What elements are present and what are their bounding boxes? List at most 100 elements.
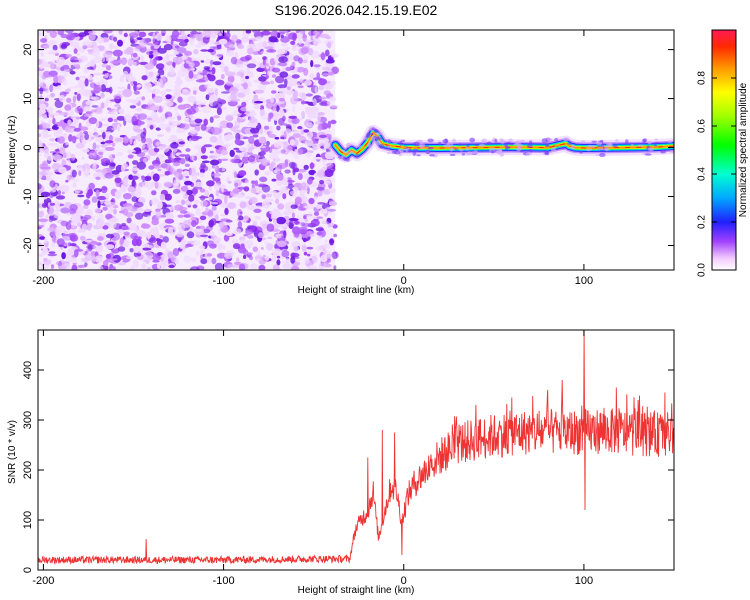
noise-blob: [318, 78, 328, 86]
noise-blob: [319, 139, 324, 146]
noise-blob: [145, 106, 150, 110]
track-speckle: [546, 137, 553, 142]
noise-blob: [64, 104, 72, 111]
noise-blob: [93, 72, 103, 76]
noise-blob: [107, 131, 111, 134]
noise-blob: [182, 90, 191, 96]
noise-blob: [143, 208, 152, 212]
track-speckle: [371, 127, 375, 130]
noise-blob: [147, 231, 151, 240]
noise-blob: [59, 147, 66, 154]
track-speckle: [506, 146, 511, 149]
noise-blob: [257, 183, 267, 188]
noise-blob: [202, 160, 210, 164]
noise-blob: [105, 244, 115, 250]
noise-blob: [289, 139, 296, 146]
noise-blob: [113, 105, 122, 113]
noise-blob: [254, 169, 259, 176]
y-tick-label: -10: [22, 189, 34, 205]
noise-blob: [100, 92, 105, 99]
noise-blob: [202, 69, 208, 76]
noise-blob: [203, 66, 211, 70]
noise-blob: [107, 220, 117, 229]
noise-blob: [38, 71, 43, 77]
noise-blob: [121, 178, 130, 185]
noise-blob: [39, 236, 46, 240]
noise-blob: [207, 196, 213, 201]
noise-blob: [183, 194, 188, 200]
noise-blob: [238, 170, 247, 177]
noise-blob: [104, 143, 112, 146]
noise-blob: [113, 45, 118, 49]
noise-blob: [62, 42, 70, 47]
noise-blob: [180, 123, 190, 130]
noise-blob: [222, 245, 226, 250]
noise-blob: [199, 245, 206, 250]
noise-blob: [215, 79, 225, 86]
noise-blob: [210, 30, 219, 33]
noise-blob: [93, 243, 103, 251]
noise-blob: [61, 236, 71, 241]
noise-blob: [147, 89, 152, 93]
noise-blob: [276, 125, 281, 131]
noise-blob: [55, 225, 66, 233]
track-speckle: [486, 141, 492, 145]
noise-blob: [199, 188, 206, 193]
noise-blob: [69, 41, 80, 47]
noise-blob: [258, 76, 267, 82]
noise-blob: [150, 45, 155, 51]
noise-blob: [154, 182, 159, 189]
noise-blob: [109, 258, 118, 261]
noise-blob: [315, 35, 319, 39]
noise-blob: [245, 252, 254, 255]
noise-blob: [204, 84, 208, 89]
noise-blob: [165, 94, 172, 100]
noise-blob: [283, 230, 287, 239]
noise-blob: [228, 44, 237, 48]
noise-blob: [208, 156, 218, 159]
noise-blob: [106, 65, 111, 71]
noise-blob: [185, 60, 190, 65]
noise-blob: [100, 141, 106, 145]
noise-blob: [66, 151, 72, 159]
noise-blob: [298, 226, 308, 234]
track-speckle: [660, 150, 666, 154]
noise-blob: [288, 115, 298, 119]
noise-blob: [330, 119, 337, 125]
noise-blob: [102, 131, 106, 140]
noise-blob: [220, 73, 225, 80]
noise-blob: [320, 52, 326, 61]
noise-blob: [159, 156, 166, 163]
noise-blob: [314, 86, 318, 93]
noise-blob: [143, 259, 149, 263]
noise-blob: [209, 150, 214, 154]
noise-blob: [113, 36, 118, 42]
noise-blob: [247, 143, 253, 148]
noise-blob: [146, 266, 151, 270]
noise-blob: [258, 264, 266, 270]
noise-blob: [202, 36, 210, 44]
noise-blob: [271, 90, 277, 94]
noise-blob: [174, 105, 179, 112]
noise-blob: [297, 85, 304, 89]
track-speckle: [647, 147, 655, 152]
noise-blob: [269, 112, 274, 118]
colorbar-frame: [711, 29, 737, 271]
noise-blob: [189, 114, 194, 119]
noise-blob: [135, 212, 144, 220]
noise-blob: [175, 75, 182, 83]
noise-blob: [71, 264, 78, 270]
noise-blob: [120, 185, 127, 193]
noise-blob: [297, 148, 304, 155]
track-speckle: [520, 139, 525, 143]
noise-blob: [208, 64, 213, 71]
noise-blob: [212, 177, 221, 182]
noise-blob: [150, 227, 155, 234]
noise-blob: [265, 193, 273, 198]
noise-blob: [217, 243, 223, 250]
noise-blob: [175, 173, 185, 181]
noise-blob: [298, 57, 303, 64]
y-tick-label: 100: [22, 511, 34, 529]
noise-blob: [53, 112, 61, 117]
noise-blob: [151, 110, 158, 119]
